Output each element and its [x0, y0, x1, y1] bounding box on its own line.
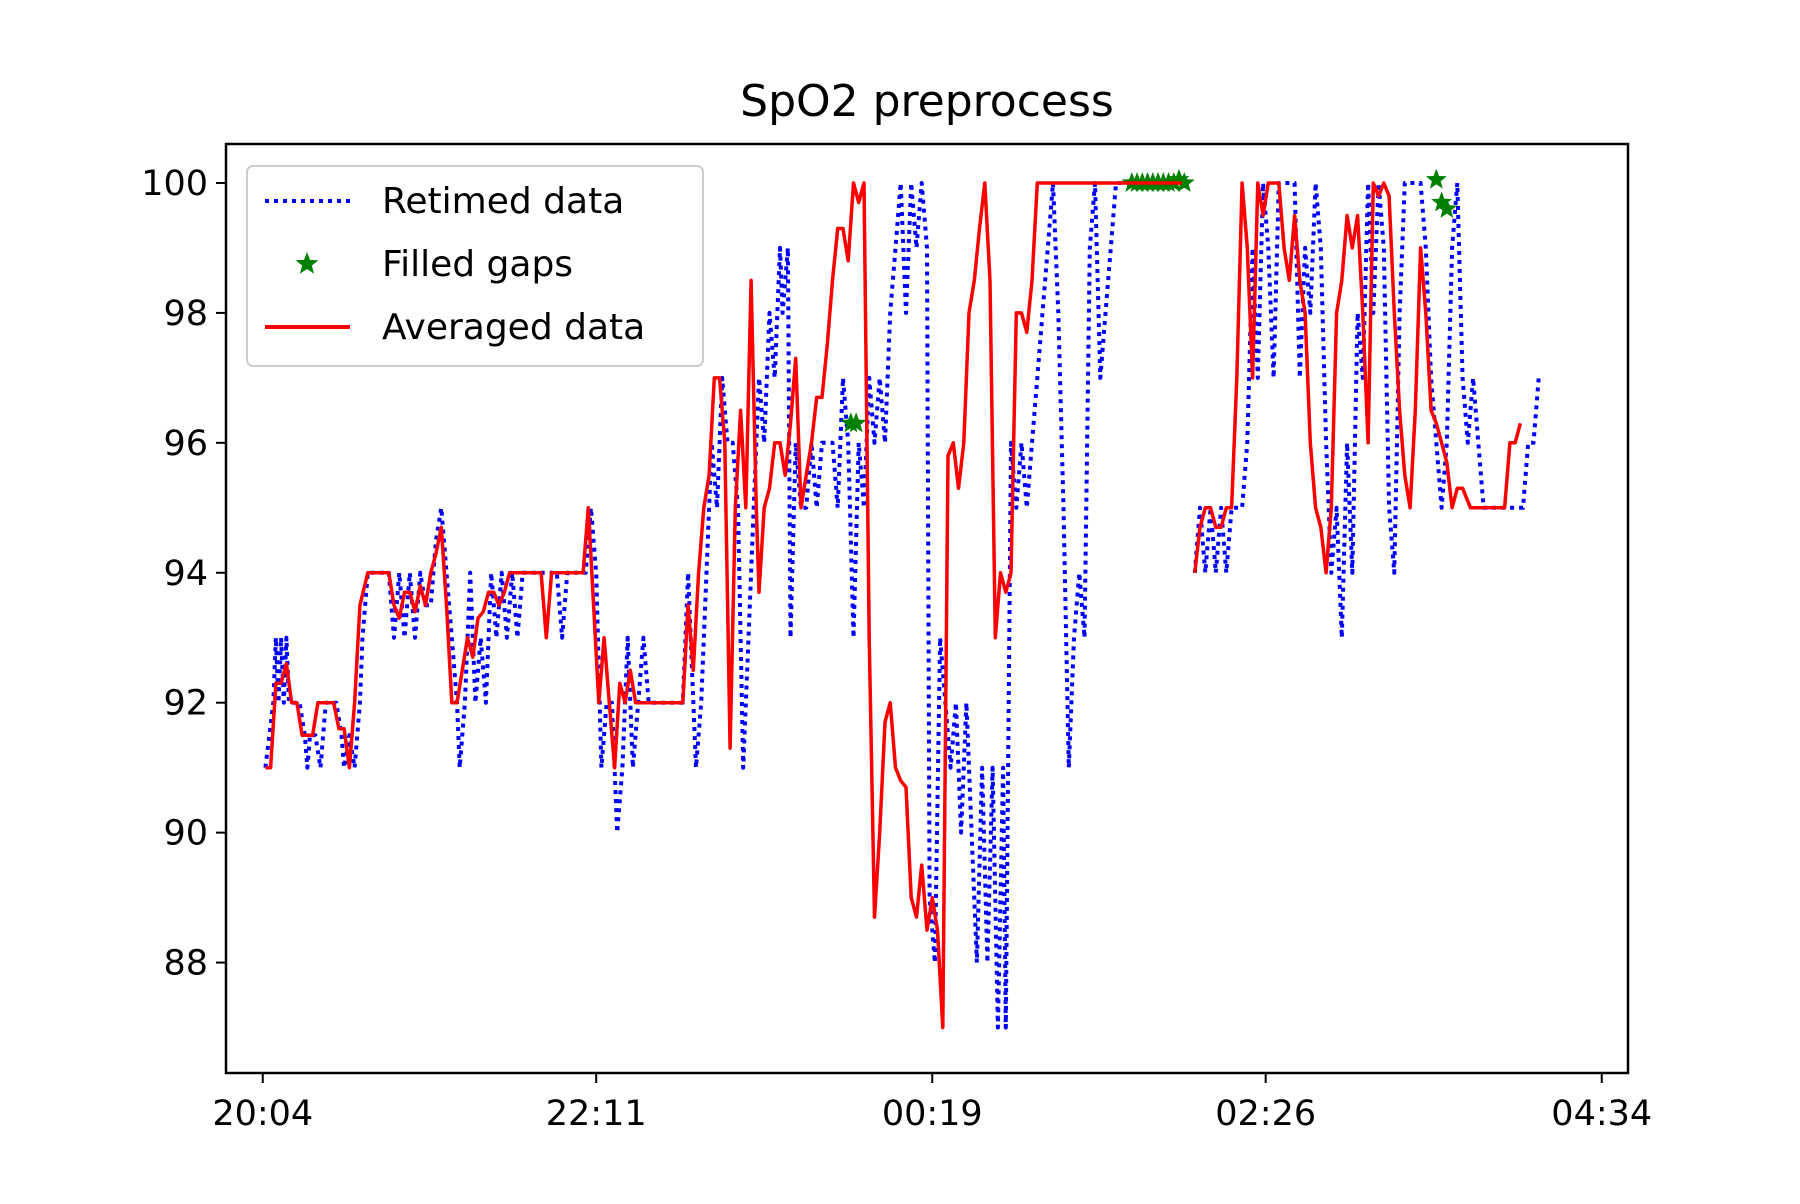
filled-gap-point [1431, 191, 1453, 212]
y-tick-label: 90 [163, 814, 208, 854]
legend-label-filled-gaps: Filled gaps [382, 244, 573, 285]
series-line-segment [1192, 181, 1541, 640]
legend-label-averaged-data: Averaged data [382, 307, 645, 348]
x-tick-label: 20:04 [212, 1094, 313, 1134]
filled-gap-point [845, 412, 867, 433]
series-line-segment [1193, 181, 1523, 575]
legend-label-retimed-data: Retimed data [382, 181, 624, 222]
series-averaged-data [265, 181, 1523, 1030]
y-tick-label: 100 [141, 164, 208, 204]
legend-box [246, 165, 704, 367]
filled-gap-point [1168, 168, 1190, 189]
series-retimed-data [263, 181, 1541, 1030]
x-tick-label: 02:26 [1215, 1094, 1316, 1134]
x-tick-label: 22:11 [546, 1094, 647, 1134]
plot-frame [224, 142, 1630, 1075]
x-tick-label: 04:34 [1551, 1094, 1652, 1134]
y-tick-label: 94 [163, 554, 208, 594]
filled-gap-point [1173, 172, 1195, 192]
series-line-segment [265, 181, 1182, 1030]
series-line-segment [263, 181, 1130, 1030]
y-tick-label: 98 [163, 294, 208, 334]
filled-gap-point [1436, 198, 1458, 218]
legend: Retimed data Filled gaps Averaged data [246, 165, 704, 367]
x-tick-label: 00:19 [882, 1094, 983, 1134]
y-tick-label: 96 [163, 424, 208, 464]
y-tick-label: 88 [163, 944, 208, 984]
filled-gap-point [1425, 168, 1447, 189]
y-tick-label: 92 [163, 684, 208, 724]
chart-title: SpO2 preprocess [740, 76, 1114, 127]
legend-swatch-filled-gaps [295, 252, 319, 274]
